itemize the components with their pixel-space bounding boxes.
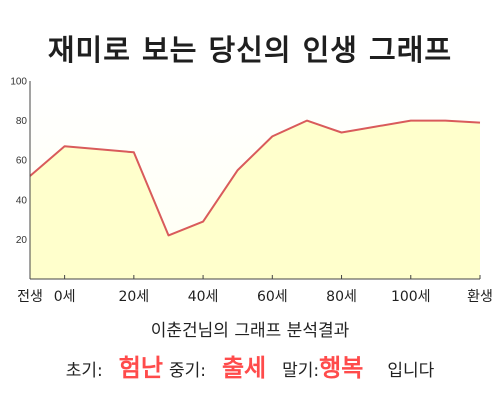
x-ticks: 전생 0세 20세 40세 60세 80세 100세 환생 — [17, 275, 493, 305]
y-tick-label: 60 — [16, 156, 28, 167]
y-tick-label: 100 — [10, 77, 27, 88]
series-area — [30, 120, 480, 279]
x-tick-label: 0세 — [54, 289, 76, 305]
late-label: 말기: — [282, 361, 320, 381]
y-ticks: 20 40 60 80 100 — [10, 77, 27, 246]
x-tick-label: 80세 — [326, 289, 357, 305]
chart-title: 재미로 보는 당신의 인생 그래프 — [47, 33, 453, 67]
early-value: 험난 — [118, 354, 163, 382]
life-graph-chart: 20 40 60 80 100 전생 0세 20세 40세 60세 80세 100세 환생 — [10, 77, 493, 306]
x-tick-label: 40세 — [188, 289, 219, 305]
series-line — [29, 119, 481, 237]
late-value: 행복 — [319, 354, 364, 382]
y-tick-label: 40 — [16, 195, 28, 206]
y-tick-label: 80 — [16, 116, 28, 127]
analysis-summary: 이춘건님의 그래프 분석결과 — [150, 321, 350, 341]
early-label: 초기: — [65, 361, 103, 381]
x-tick-label: 100세 — [391, 289, 431, 305]
x-tick-label: 전생 — [17, 289, 43, 305]
y-tick-label: 20 — [16, 235, 28, 246]
result-ending: 입니다 — [387, 361, 435, 381]
x-tick-label: 60세 — [257, 289, 288, 305]
x-tick-label: 20세 — [118, 289, 149, 305]
middle-label: 중기: — [168, 361, 206, 381]
x-tick-label: 환생 — [467, 289, 493, 305]
middle-value: 출세 — [221, 354, 267, 382]
result-sentence: 초기: 험난 중기: 출세 말기: 행복 입니다 — [0, 348, 500, 384]
